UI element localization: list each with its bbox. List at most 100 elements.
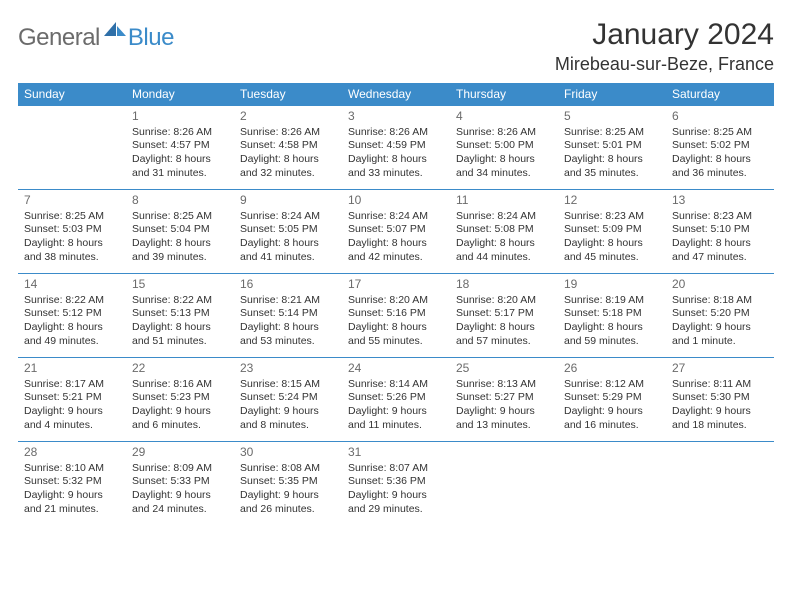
day-number: 20 — [672, 277, 768, 293]
day-number: 7 — [24, 193, 120, 209]
day-number: 24 — [348, 361, 444, 377]
sunrise-line: Sunrise: 8:25 AM — [564, 126, 660, 140]
logo-sail-icon — [104, 22, 126, 45]
sunset-line: Sunset: 5:17 PM — [456, 307, 552, 321]
sunset-line: Sunset: 5:02 PM — [672, 139, 768, 153]
logo-text-blue: Blue — [128, 24, 174, 52]
sunset-line: Sunset: 5:35 PM — [240, 475, 336, 489]
calendar-cell: 16Sunrise: 8:21 AMSunset: 5:14 PMDayligh… — [234, 274, 342, 358]
sunset-line: Sunset: 5:36 PM — [348, 475, 444, 489]
calendar-cell: 15Sunrise: 8:22 AMSunset: 5:13 PMDayligh… — [126, 274, 234, 358]
daylight-line: Daylight: 8 hours and 36 minutes. — [672, 153, 768, 180]
weekday-header: Friday — [558, 83, 666, 106]
day-number: 14 — [24, 277, 120, 293]
calendar-cell: 5Sunrise: 8:25 AMSunset: 5:01 PMDaylight… — [558, 106, 666, 190]
calendar-cell-empty — [558, 442, 666, 526]
sunset-line: Sunset: 5:13 PM — [132, 307, 228, 321]
header: General Blue January 2024 Mirebeau-sur-B… — [18, 18, 774, 75]
calendar-cell-empty — [18, 106, 126, 190]
page-root: General Blue January 2024 Mirebeau-sur-B… — [0, 0, 792, 536]
day-number: 8 — [132, 193, 228, 209]
daylight-line: Daylight: 8 hours and 33 minutes. — [348, 153, 444, 180]
daylight-line: Daylight: 8 hours and 31 minutes. — [132, 153, 228, 180]
day-number: 31 — [348, 445, 444, 461]
sunset-line: Sunset: 5:01 PM — [564, 139, 660, 153]
sunset-line: Sunset: 5:00 PM — [456, 139, 552, 153]
daylight-line: Daylight: 9 hours and 29 minutes. — [348, 489, 444, 516]
sunrise-line: Sunrise: 8:08 AM — [240, 462, 336, 476]
sunrise-line: Sunrise: 8:25 AM — [132, 210, 228, 224]
calendar-body: 1Sunrise: 8:26 AMSunset: 4:57 PMDaylight… — [18, 106, 774, 526]
calendar-row: 7 Sunrise: 8:25 AM Sunset: 5:03 PM Daylight… — [18, 190, 774, 274]
calendar-cell: 2Sunrise: 8:26 AMSunset: 4:58 PMDaylight… — [234, 106, 342, 190]
day-number: 19 — [564, 277, 660, 293]
sunrise-line: Sunrise: 8:24 AM — [348, 210, 444, 224]
sunrise-line: Sunrise: 8:14 AM — [348, 378, 444, 392]
daylight-line: Daylight: 9 hours and 21 minutes. — [24, 489, 120, 516]
sunrise-line: Sunrise: 8:11 AM — [672, 378, 768, 392]
daylight-line: Daylight: 9 hours and 16 minutes. — [564, 405, 660, 432]
location: Mirebeau-sur-Beze, France — [555, 54, 774, 75]
day-number: 18 — [456, 277, 552, 293]
sunrise-line: Sunrise: 8:22 AM — [132, 294, 228, 308]
daylight-line: Daylight: 9 hours and 18 minutes. — [672, 405, 768, 432]
daylight-line: Daylight: 8 hours and 47 minutes. — [672, 237, 768, 264]
daylight-line: Daylight: 8 hours and 39 minutes. — [132, 237, 228, 264]
day-number: 1 — [132, 109, 228, 125]
calendar-cell: 9Sunrise: 8:24 AMSunset: 5:05 PMDaylight… — [234, 190, 342, 274]
calendar-cell: 10Sunrise: 8:24 AMSunset: 5:07 PMDayligh… — [342, 190, 450, 274]
weekday-header: Thursday — [450, 83, 558, 106]
day-number: 28 — [24, 445, 120, 461]
sunset-line: Sunset: 5:21 PM — [24, 391, 120, 405]
daylight-line: Daylight: 8 hours and 49 minutes. — [24, 321, 120, 348]
calendar-cell: 3Sunrise: 8:26 AMSunset: 4:59 PMDaylight… — [342, 106, 450, 190]
sunset-line: Sunset: 5:12 PM — [24, 307, 120, 321]
weekday-header: Sunday — [18, 83, 126, 106]
calendar-cell: 23Sunrise: 8:15 AMSunset: 5:24 PMDayligh… — [234, 358, 342, 442]
day-number: 13 — [672, 193, 768, 209]
sunset-line: Sunset: 4:59 PM — [348, 139, 444, 153]
sunset-line: Sunset: 5:29 PM — [564, 391, 660, 405]
sunrise-line: Sunrise: 8:21 AM — [240, 294, 336, 308]
day-number: 17 — [348, 277, 444, 293]
day-number: 25 — [456, 361, 552, 377]
calendar-cell: 26Sunrise: 8:12 AMSunset: 5:29 PMDayligh… — [558, 358, 666, 442]
sunset-line: Sunset: 5:03 PM — [24, 223, 120, 237]
calendar-table: SundayMondayTuesdayWednesdayThursdayFrid… — [18, 83, 774, 526]
sunrise-line: Sunrise: 8:24 AM — [456, 210, 552, 224]
sunset-line: Sunset: 5:07 PM — [348, 223, 444, 237]
sunrise-line: Sunrise: 8:07 AM — [348, 462, 444, 476]
sunset-line: Sunset: 5:32 PM — [24, 475, 120, 489]
day-number: 12 — [564, 193, 660, 209]
logo-text-general: General — [18, 24, 100, 52]
daylight-line: Daylight: 9 hours and 13 minutes. — [456, 405, 552, 432]
day-number: 6 — [672, 109, 768, 125]
daylight-line: Daylight: 9 hours and 11 minutes. — [348, 405, 444, 432]
calendar-cell: 14Sunrise: 8:22 AMSunset: 5:12 PMDayligh… — [18, 274, 126, 358]
sunset-line: Sunset: 5:24 PM — [240, 391, 336, 405]
sunset-line: Sunset: 5:20 PM — [672, 307, 768, 321]
sunset-line: Sunset: 4:57 PM — [132, 139, 228, 153]
calendar-row: 14Sunrise: 8:22 AMSunset: 5:12 PMDayligh… — [18, 274, 774, 358]
logo: General Blue — [18, 22, 174, 53]
day-number: 29 — [132, 445, 228, 461]
sunset-line: Sunset: 5:04 PM — [132, 223, 228, 237]
sunset-line: Sunset: 5:27 PM — [456, 391, 552, 405]
daylight-line: Daylight: 8 hours and 59 minutes. — [564, 321, 660, 348]
calendar-cell: 1Sunrise: 8:26 AMSunset: 4:57 PMDaylight… — [126, 106, 234, 190]
day-number: 4 — [456, 109, 552, 125]
calendar-cell: 18Sunrise: 8:20 AMSunset: 5:17 PMDayligh… — [450, 274, 558, 358]
day-number: 23 — [240, 361, 336, 377]
weekday-header: Wednesday — [342, 83, 450, 106]
sunrise-line: Sunrise: 8:23 AM — [672, 210, 768, 224]
sunrise-line: Sunrise: 8:26 AM — [456, 126, 552, 140]
calendar-cell: 13Sunrise: 8:23 AMSunset: 5:10 PMDayligh… — [666, 190, 774, 274]
sunset-line: Sunset: 5:10 PM — [672, 223, 768, 237]
sunset-line: Sunset: 5:14 PM — [240, 307, 336, 321]
calendar-cell-empty — [450, 442, 558, 526]
sunset-line: Sunset: 5:30 PM — [672, 391, 768, 405]
calendar-cell: 24Sunrise: 8:14 AMSunset: 5:26 PMDayligh… — [342, 358, 450, 442]
calendar-cell: 12Sunrise: 8:23 AMSunset: 5:09 PMDayligh… — [558, 190, 666, 274]
daylight-line: Daylight: 9 hours and 6 minutes. — [132, 405, 228, 432]
sunrise-line: Sunrise: 8:20 AM — [348, 294, 444, 308]
